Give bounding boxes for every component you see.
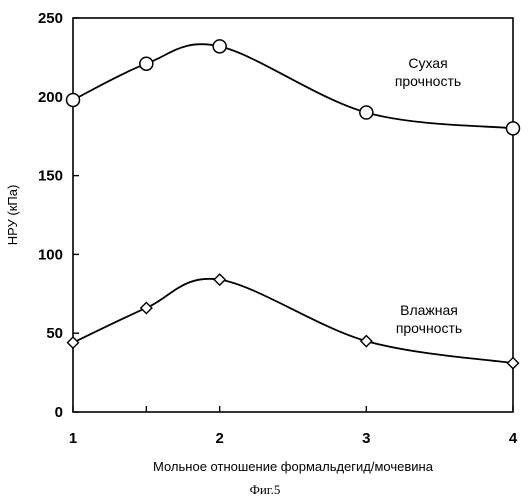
y-tick-label: 200 — [38, 89, 63, 106]
figure-caption: Фиг.5 — [250, 482, 281, 497]
x-tick-label: 4 — [509, 430, 518, 447]
data-point-diamond — [141, 302, 152, 313]
annotation-dry-strength-line1: Сухая — [408, 55, 447, 71]
x-tick-label: 1 — [69, 430, 77, 447]
x-tick-label: 2 — [215, 430, 223, 447]
x-axis-label: Мольное отношение формальдегид/мочевина — [153, 459, 434, 474]
data-point-diamond — [214, 274, 225, 285]
annotation-wet-strength-line2: прочность — [396, 320, 462, 336]
y-tick-label: 250 — [38, 10, 63, 27]
y-tick-label: 100 — [38, 246, 63, 263]
data-point-circle — [140, 57, 153, 70]
data-point-diamond — [68, 337, 79, 348]
y-tick-label: 50 — [46, 325, 63, 342]
data-point-diamond — [508, 358, 519, 369]
data-point-circle — [507, 122, 520, 135]
y-tick-label: 0 — [55, 404, 63, 421]
data-point-circle — [67, 93, 80, 106]
annotation-dry-strength-line2: прочность — [395, 73, 461, 89]
y-axis-label: НРУ (кПа) — [5, 185, 20, 246]
data-point-diamond — [361, 336, 372, 347]
x-tick-label: 3 — [362, 430, 370, 447]
data-point-circle — [360, 106, 373, 119]
annotation-wet-strength-line1: Влажная — [400, 302, 458, 318]
y-tick-label: 150 — [38, 168, 63, 185]
data-point-circle — [213, 40, 226, 53]
